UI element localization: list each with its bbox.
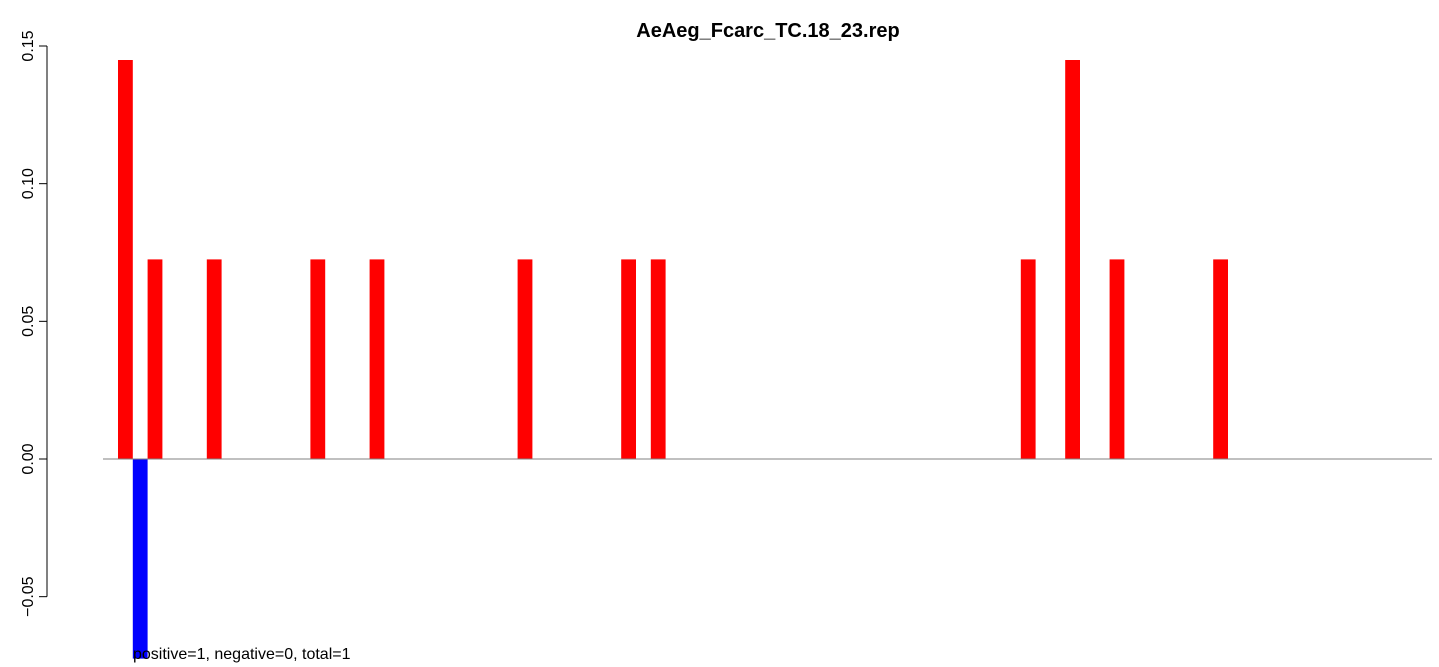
positive-bar	[147, 259, 163, 459]
y-tick-label: −0.05	[20, 576, 37, 617]
positive-bar	[369, 259, 385, 459]
positive-bar	[310, 259, 326, 459]
summary-footer: positive=1, negative=0, total=1	[133, 646, 351, 663]
positive-bar	[517, 259, 533, 459]
y-axis: −0.05 0.00 0.05 0.10 0.15	[20, 30, 48, 617]
negative-bar	[132, 459, 148, 659]
positive-bar	[1213, 259, 1228, 459]
bars	[118, 60, 1228, 659]
y-tick-label: 0.00	[20, 443, 37, 474]
positive-bar	[206, 259, 222, 459]
chart-title: AeAeg_Fcarc_TC.18_23.rep	[636, 20, 899, 42]
y-tick-label: 0.15	[20, 30, 37, 61]
positive-bar	[621, 259, 636, 459]
positive-bar	[1065, 60, 1080, 459]
positive-bar	[650, 259, 666, 459]
positive-bar	[118, 60, 133, 459]
y-tick-label: 0.05	[20, 306, 37, 337]
positive-bar	[1109, 259, 1125, 459]
positive-bar	[1020, 259, 1036, 459]
y-tick-label: 0.10	[20, 168, 37, 199]
